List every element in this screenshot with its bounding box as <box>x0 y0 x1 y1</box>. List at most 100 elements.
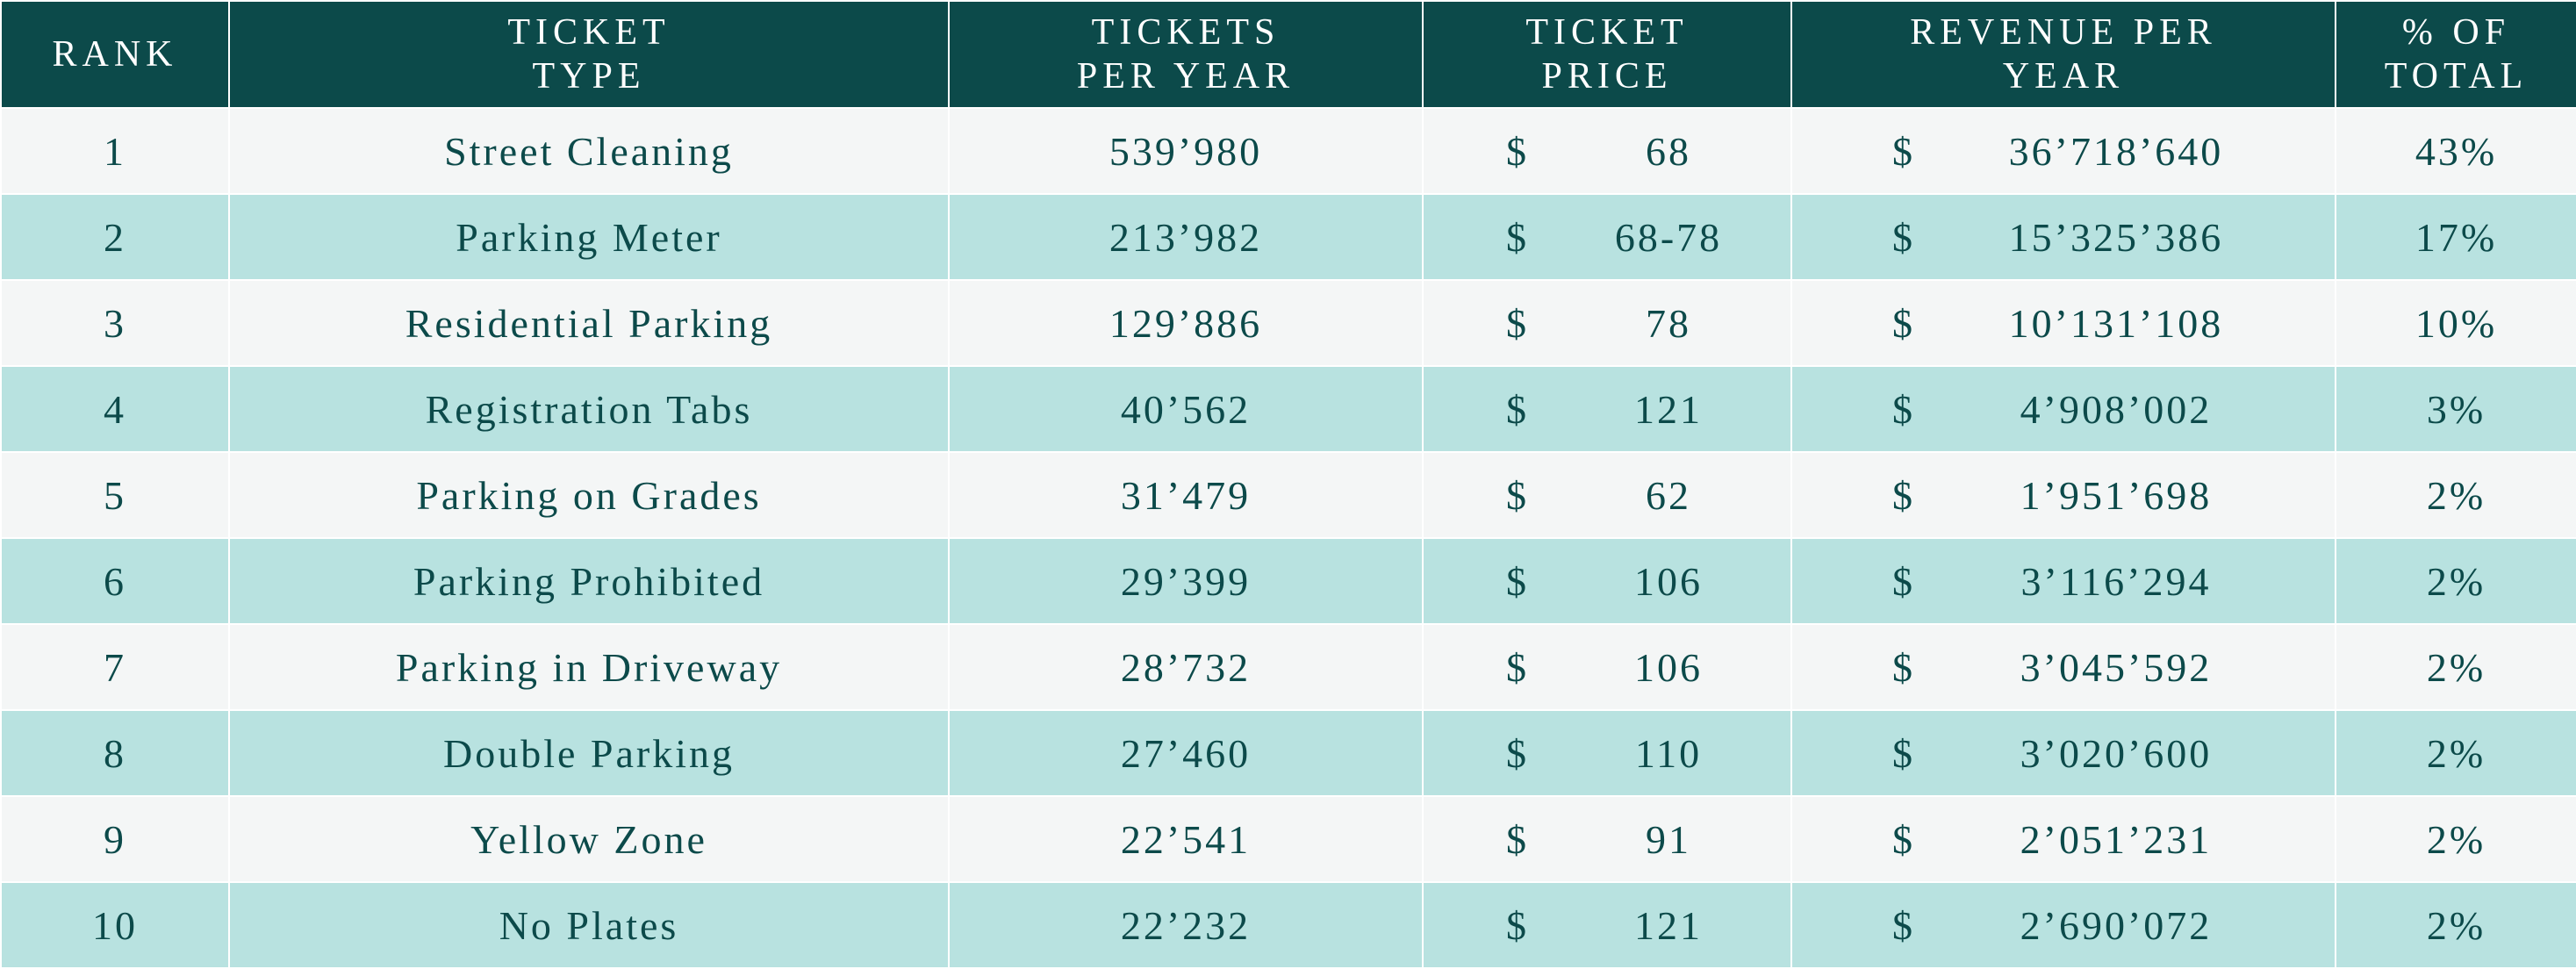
cell-price: $78 <box>1423 280 1791 366</box>
count-value: 40’562 <box>1121 387 1251 432</box>
revenue-value: 4’908’002 <box>1933 386 2335 433</box>
rank-value: 8 <box>104 731 126 776</box>
currency-symbol: $ <box>1792 300 1933 347</box>
count-value: 29’399 <box>1121 559 1251 604</box>
count-value: 213’982 <box>1109 215 1262 260</box>
count-value: 28’732 <box>1121 645 1251 690</box>
price-value: 68 <box>1546 128 1790 175</box>
table-row: 5Parking on Grades31’479$62$1’951’6982% <box>1 452 2576 538</box>
pct-value: 17% <box>2415 215 2497 260</box>
currency-symbol: $ <box>1424 730 1546 777</box>
type-value: Double Parking <box>443 731 735 776</box>
currency-symbol: $ <box>1424 816 1546 863</box>
currency-symbol: $ <box>1792 730 1933 777</box>
currency-symbol: $ <box>1424 386 1546 433</box>
pct-value: 2% <box>2427 817 2486 862</box>
count-value: 539’980 <box>1109 129 1262 174</box>
currency-symbol: $ <box>1424 902 1546 949</box>
cell-count: 29’399 <box>949 538 1423 624</box>
currency-symbol: $ <box>1792 472 1933 519</box>
currency-symbol: $ <box>1424 214 1546 261</box>
table-row: 10No Plates22’232$121$2’690’0722% <box>1 882 2576 968</box>
table-row: 7 Parking in Driveway 28’732 $106$3’045’592… <box>1 624 2576 710</box>
pct-value: 2% <box>2427 559 2486 604</box>
cell-count: 22’232 <box>949 882 1423 968</box>
rank-value: 4 <box>104 387 126 432</box>
table-row: 3 Residential Parking 129’886$78$10’131’10… <box>1 280 2576 366</box>
cell-pct: 2% <box>2336 452 2576 538</box>
cell-price: $68-78 <box>1423 194 1791 280</box>
rank-value: 10 <box>92 903 138 948</box>
header-pct: % OF TOTAL <box>2336 1 2576 108</box>
cell-type: Residential Parking <box>229 280 949 366</box>
pct-value: 3% <box>2427 387 2486 432</box>
header-type: TICKET TYPE <box>229 1 949 108</box>
cell-revenue: $3’045’592 <box>1791 624 2336 710</box>
type-value: Yellow Zone <box>470 817 707 862</box>
currency-symbol: $ <box>1424 472 1546 519</box>
table-row: 6Parking Prohibited29’399$106$3’116’2942… <box>1 538 2576 624</box>
cell-pct: 2% <box>2336 538 2576 624</box>
cell-count: 28’732 <box>949 624 1423 710</box>
price-value: 62 <box>1546 472 1790 519</box>
table-row: 8Double Parking27’460$110$3’020’6002% <box>1 710 2576 796</box>
cell-count: 40’562 <box>949 366 1423 452</box>
cell-revenue: $3’020’600 <box>1791 710 2336 796</box>
cell-price: $68 <box>1423 108 1791 194</box>
cell-pct: 10% <box>2336 280 2576 366</box>
cell-revenue: $3’116’294 <box>1791 538 2336 624</box>
header-count: TICKETS PER YEAR <box>949 1 1423 108</box>
ticket-revenue-table: RANK TICKET TYPE TICKETS PER YEAR TICKET… <box>0 0 2576 969</box>
cell-pct: 17% <box>2336 194 2576 280</box>
revenue-value: 3’116’294 <box>1933 558 2335 605</box>
type-value: Parking Prohibited <box>413 559 764 604</box>
price-value: 78 <box>1546 300 1790 347</box>
rank-value: 2 <box>104 215 126 260</box>
type-value: Parking in Driveway <box>396 645 782 690</box>
cell-count: 129’886 <box>949 280 1423 366</box>
type-value: Residential Parking <box>405 301 773 346</box>
cell-rank: 3 <box>1 280 229 366</box>
currency-symbol: $ <box>1792 214 1933 261</box>
cell-count: 539’980 <box>949 108 1423 194</box>
price-value: 91 <box>1546 816 1790 863</box>
cell-count: 213’982 <box>949 194 1423 280</box>
currency-symbol: $ <box>1424 644 1546 691</box>
revenue-value: 2’051’231 <box>1933 816 2335 863</box>
table-body: 1Street Cleaning539’980$68$36’718’64043%… <box>1 108 2576 968</box>
cell-price: $106 <box>1423 624 1791 710</box>
price-value: 106 <box>1546 644 1790 691</box>
cell-pct: 2% <box>2336 624 2576 710</box>
cell-type: Parking Meter <box>229 194 949 280</box>
pct-value: 2% <box>2427 903 2486 948</box>
price-value: 68-78 <box>1546 214 1790 261</box>
cell-rank: 8 <box>1 710 229 796</box>
cell-price: $106 <box>1423 538 1791 624</box>
currency-symbol: $ <box>1792 558 1933 605</box>
cell-rank: 4 <box>1 366 229 452</box>
table-row: 9Yellow Zone22’541$91$2’051’2312% <box>1 796 2576 882</box>
rank-value: 7 <box>104 645 126 690</box>
cell-count: 31’479 <box>949 452 1423 538</box>
pct-value: 2% <box>2427 731 2486 776</box>
header-rank: RANK <box>1 1 229 108</box>
currency-symbol: $ <box>1792 816 1933 863</box>
cell-rank: 7 <box>1 624 229 710</box>
price-value: 106 <box>1546 558 1790 605</box>
cell-rank: 2 <box>1 194 229 280</box>
cell-revenue: $15’325’386 <box>1791 194 2336 280</box>
cell-count: 22’541 <box>949 796 1423 882</box>
revenue-value: 36’718’640 <box>1933 128 2335 175</box>
cell-pct: 2% <box>2336 796 2576 882</box>
cell-rank: 10 <box>1 882 229 968</box>
cell-price: $110 <box>1423 710 1791 796</box>
type-value: Registration Tabs <box>426 387 753 432</box>
pct-value: 10% <box>2415 301 2497 346</box>
cell-type: No Plates <box>229 882 949 968</box>
table-row: 1Street Cleaning539’980$68$36’718’64043% <box>1 108 2576 194</box>
rank-value: 1 <box>104 129 126 174</box>
revenue-value: 10’131’108 <box>1933 300 2335 347</box>
type-value: Parking on Grades <box>416 473 761 518</box>
cell-price: $62 <box>1423 452 1791 538</box>
cell-type: Double Parking <box>229 710 949 796</box>
